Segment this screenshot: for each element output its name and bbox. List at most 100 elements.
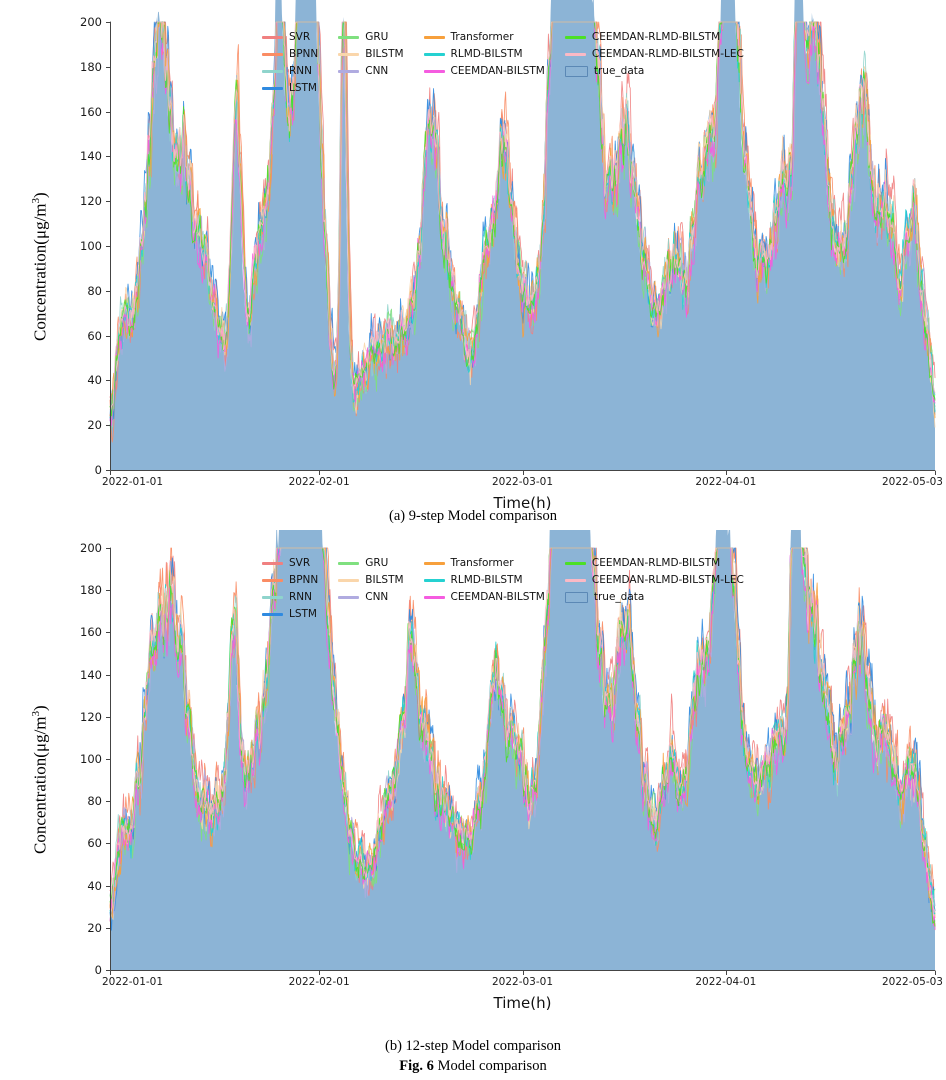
legend-label: BPNN xyxy=(289,574,319,586)
y-tick-mark xyxy=(106,380,110,382)
x-tick-mark xyxy=(725,471,727,475)
legend-label: RNN xyxy=(289,65,313,77)
y-tick-label: 0 xyxy=(94,463,102,477)
legend-item-true-data[interactable]: true_data xyxy=(564,590,744,605)
y-axis-label-b: Concentration(μg/m3) xyxy=(30,705,51,854)
x-tick-label: 2022-01-01 xyxy=(102,976,164,988)
legend-spacer xyxy=(565,81,744,96)
legend-label: GRU xyxy=(365,31,389,43)
legend-item-bilstm[interactable]: BILSTM xyxy=(338,573,404,588)
legend-label: BILSTM xyxy=(365,48,404,60)
y-tick-label: 180 xyxy=(80,59,102,74)
legend-label: CEEMDAN-RLMD-BILSTM-LEC xyxy=(591,48,744,60)
legend-label: RNN xyxy=(289,591,313,603)
legend-item-bpnn[interactable]: BPNN xyxy=(262,573,318,588)
legend-item-ceemdan-bilstm[interactable]: CEEMDAN-BILSTM xyxy=(423,590,545,605)
legend-item-gru[interactable]: GRU xyxy=(338,30,403,45)
legend-item-ceemdan-rlmd-bilstm-lec[interactable]: CEEMDAN-RLMD-BILSTM-LEC xyxy=(564,573,744,588)
legend-item-ceemdan-rlmd-bilstm-lec[interactable]: CEEMDAN-RLMD-BILSTM-LEC xyxy=(564,47,744,62)
legend-item-rlmd-bilstm[interactable]: RLMD-BILSTM xyxy=(423,47,545,62)
legend-label: RLMD-BILSTM xyxy=(450,48,523,60)
chart-legend-a: SVR GRU Transformer CEEMDAN-RLMD-BILSTM BPNN… xyxy=(262,30,744,96)
figure-caption: Fig. 6 Model comparison xyxy=(0,1058,946,1075)
y-tick-label: 60 xyxy=(87,836,102,851)
legend-item-cnn[interactable]: CNN xyxy=(338,590,403,605)
legend-spacer xyxy=(338,81,403,96)
legend-label: true_data xyxy=(593,65,645,77)
legend-label: LSTM xyxy=(289,608,317,620)
legend-swatch-icon xyxy=(564,579,586,582)
x-tick-mark xyxy=(522,971,524,975)
legend-item-svr[interactable]: SVR xyxy=(262,30,318,45)
x-tick-label: 2022-03-01 xyxy=(491,976,554,988)
y-tick-label: 20 xyxy=(87,418,102,433)
legend-swatch-icon xyxy=(338,579,360,582)
figure-caption-text: Model comparison xyxy=(433,1058,547,1074)
y-tick-mark xyxy=(106,156,110,158)
legend-label: CEEMDAN-BILSTM xyxy=(450,591,545,603)
y-tick-label: 40 xyxy=(87,878,102,893)
legend-item-ceemdan-rlmd-bilstm[interactable]: CEEMDAN-RLMD-BILSTM xyxy=(564,30,744,45)
legend-swatch-icon xyxy=(338,53,360,56)
x-tick-label: 2022-02-01 xyxy=(288,476,350,488)
y-tick-label: 200 xyxy=(80,15,102,29)
y-tick-mark xyxy=(106,548,110,549)
y-tick-label: 160 xyxy=(80,625,102,640)
y-axis-label-tail-b: ) xyxy=(30,705,50,711)
legend-label: CEEMDAN-RLMD-BILSTM xyxy=(591,557,721,569)
legend-item-ceemdan-rlmd-bilstm[interactable]: CEEMDAN-RLMD-BILSTM xyxy=(564,556,744,571)
y-tick-mark xyxy=(106,246,110,247)
y-tick-mark xyxy=(106,632,110,634)
y-tick-label: 140 xyxy=(80,667,102,682)
y-tick-label: 100 xyxy=(80,752,102,766)
legend-swatch-icon xyxy=(564,562,586,565)
legend-swatch-icon xyxy=(338,70,360,73)
x-tick-mark xyxy=(935,471,936,475)
legend-label: CEEMDAN-RLMD-BILSTM-LEC xyxy=(591,574,744,586)
x-tick-mark xyxy=(319,971,321,975)
y-axis-label-exponent-b: 3 xyxy=(30,710,42,717)
legend-item-gru[interactable]: GRU xyxy=(338,556,403,571)
y-tick-label: 80 xyxy=(87,794,102,809)
legend-item-transformer[interactable]: Transformer xyxy=(423,30,545,45)
legend-item-lstm[interactable]: LSTM xyxy=(262,607,318,622)
legend-item-rnn[interactable]: RNN xyxy=(262,64,318,79)
legend-label: CEEMDAN-BILSTM xyxy=(450,65,545,77)
y-tick-mark xyxy=(106,970,110,971)
legend-item-ceemdan-bilstm[interactable]: CEEMDAN-BILSTM xyxy=(423,64,545,79)
y-tick-label: 0 xyxy=(94,963,102,977)
legend-item-svr[interactable]: SVR xyxy=(262,556,318,571)
legend-item-bilstm[interactable]: BILSTM xyxy=(338,47,404,62)
y-tick-label: 40 xyxy=(87,373,102,388)
legend-swatch-icon xyxy=(262,596,283,599)
chart-legend-b: SVR GRU Transformer CEEMDAN-RLMD-BILSTM BPNN… xyxy=(262,556,744,622)
y-axis-label-text-b: Concentration(μg/m xyxy=(30,716,50,854)
legend-label: RLMD-BILSTM xyxy=(450,574,523,586)
legend-spacer xyxy=(424,81,545,96)
legend-label: BILSTM xyxy=(365,574,404,586)
x-tick-label: 2022-05-03 xyxy=(881,976,943,988)
legend-item-transformer[interactable]: Transformer xyxy=(423,556,545,571)
legend-label: BPNN xyxy=(289,48,319,60)
legend-swatch-icon xyxy=(564,36,586,39)
legend-swatch-icon xyxy=(262,70,283,73)
legend-item-rlmd-bilstm[interactable]: RLMD-BILSTM xyxy=(423,573,545,588)
x-tick-mark xyxy=(319,471,321,475)
legend-item-true-data[interactable]: true_data xyxy=(564,64,744,79)
legend-item-bpnn[interactable]: BPNN xyxy=(262,47,318,62)
legend-label: Transformer xyxy=(450,557,514,569)
legend-spacer xyxy=(424,607,545,622)
figure-caption-number: Fig. 6 xyxy=(399,1058,434,1074)
chart-panel-b: Concentration(μg/m3) Time(h) 0 20 40 60 80 10… xyxy=(0,530,946,1035)
y-tick-label: 140 xyxy=(80,149,102,164)
legend-item-lstm[interactable]: LSTM xyxy=(262,81,318,96)
legend-item-cnn[interactable]: CNN xyxy=(338,64,403,79)
y-tick-mark xyxy=(106,885,110,887)
legend-item-rnn[interactable]: RNN xyxy=(262,590,318,605)
legend-swatch-icon xyxy=(262,562,283,565)
y-tick-mark xyxy=(106,425,110,427)
y-tick-mark xyxy=(106,111,110,113)
legend-label: GRU xyxy=(365,557,389,569)
y-axis-label-text-a: Concentration(μg/m xyxy=(30,203,50,341)
legend-swatch-icon xyxy=(423,596,445,599)
